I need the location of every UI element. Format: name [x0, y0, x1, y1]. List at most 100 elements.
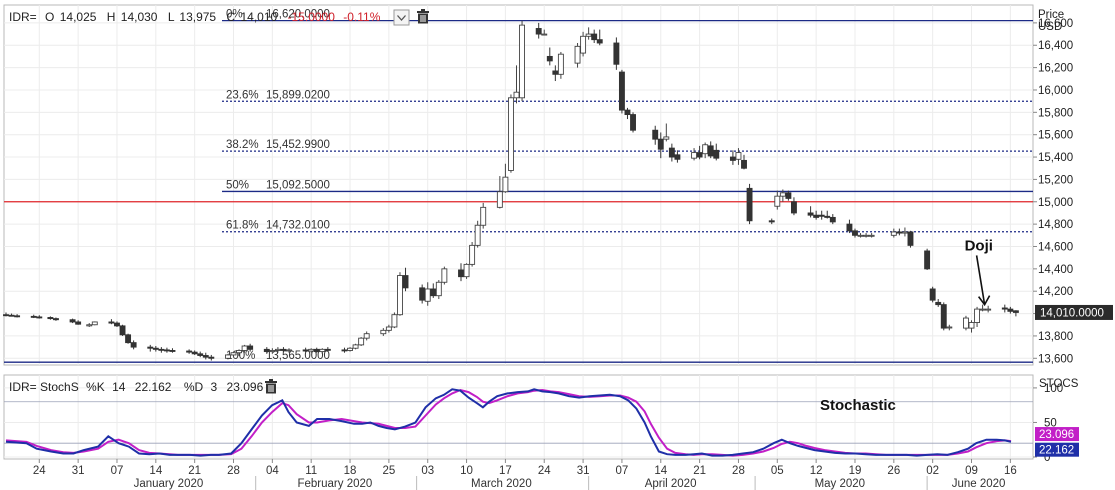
candle-body	[813, 214, 820, 218]
candle	[774, 190, 781, 210]
x-tick-label: 28	[732, 465, 745, 477]
x-tick-label: 03	[421, 465, 434, 477]
candle	[380, 328, 387, 336]
candle	[502, 163, 509, 193]
candle-body	[202, 355, 209, 358]
x-tick-label: 14	[654, 465, 667, 477]
trash-icon[interactable]	[417, 9, 429, 24]
d-value-badge: 23.096	[1035, 427, 1079, 442]
candle	[985, 305, 992, 313]
doji-arrow	[975, 255, 991, 307]
candle-body	[125, 334, 132, 344]
stochastic-grid	[4, 375, 1033, 459]
stochastic-tick-label: 50	[1044, 417, 1057, 429]
stochastic-trash-icon[interactable]	[265, 379, 277, 394]
candle	[119, 324, 126, 336]
candle-body	[707, 145, 714, 157]
candle-body	[940, 304, 947, 329]
candle-body	[513, 91, 520, 99]
candle-body	[3, 314, 9, 317]
candle	[36, 315, 43, 319]
price-tick-label: 15,200	[1038, 174, 1073, 186]
stochastic-tick-label: 100	[1044, 383, 1063, 395]
change-percent: -0.11%	[343, 10, 380, 24]
candle	[907, 230, 914, 248]
candle	[424, 282, 431, 306]
candle	[14, 314, 21, 318]
candle-body	[152, 347, 159, 350]
candle	[574, 43, 581, 68]
candle-body	[868, 234, 875, 237]
candle	[319, 348, 326, 354]
fib-percent-label: 50%	[226, 179, 249, 191]
price-tick-label: 15,000	[1038, 197, 1073, 209]
candle-body	[308, 348, 315, 352]
x-tick-label: 12	[810, 465, 823, 477]
candle	[979, 304, 986, 312]
candle-body	[186, 350, 193, 353]
fib-value-label: 15,899.0200	[266, 89, 330, 101]
dropdown-chevron-icon[interactable]	[393, 9, 410, 26]
candle	[946, 324, 953, 331]
price-panel-frame	[3, 4, 1034, 366]
candle	[308, 348, 315, 353]
price-tick-label: 13,600	[1038, 353, 1073, 365]
candle	[230, 351, 237, 358]
candle	[668, 143, 675, 162]
candle	[585, 27, 592, 40]
candle-body	[557, 53, 564, 75]
candle-body	[91, 321, 98, 326]
candle-body	[929, 288, 936, 301]
candle	[663, 123, 670, 142]
candle-body	[890, 231, 897, 236]
stochastic-axis: 0 50 100	[1033, 383, 1063, 464]
candle-body	[363, 333, 370, 339]
price-tick-label: 13,800	[1038, 331, 1073, 343]
candle-body	[75, 321, 82, 325]
candle	[474, 220, 481, 248]
d-value: 23.096	[227, 380, 264, 394]
candle	[75, 320, 82, 325]
candle-body	[935, 301, 942, 306]
candle-body	[402, 275, 409, 289]
candle-body	[36, 316, 43, 319]
candle	[247, 343, 254, 352]
candle	[652, 125, 659, 145]
x-tick-label: 04	[266, 465, 279, 477]
stochastic-header: IDR= StochS %K 14 22.162 %D 3 23.096	[9, 380, 264, 394]
low-label: L	[168, 10, 175, 24]
price-tick-label: 14,600	[1038, 241, 1073, 253]
price-tick-label: 14,400	[1038, 264, 1073, 276]
candle	[86, 323, 93, 327]
candle	[130, 340, 137, 350]
candle-body	[230, 352, 237, 356]
candle	[391, 312, 398, 329]
candle	[419, 284, 426, 304]
candle-body	[968, 322, 975, 329]
stochastic-indicator-name: IDR= StochS	[9, 380, 79, 394]
candle	[707, 141, 714, 159]
candle-body	[8, 314, 15, 317]
candle-body	[358, 337, 365, 346]
close-label: C	[226, 10, 235, 24]
candle-body	[624, 109, 631, 116]
candle	[785, 190, 792, 201]
low-value: 13,975	[179, 10, 216, 24]
fib-percent-label: 0%	[226, 9, 243, 21]
candle	[868, 233, 875, 238]
candle-body	[596, 39, 603, 44]
candle-body	[508, 97, 514, 171]
candle	[91, 321, 98, 326]
candle	[385, 324, 392, 333]
symbol: IDR=	[9, 10, 37, 24]
candle	[280, 347, 287, 353]
candle	[713, 143, 720, 161]
candle-body	[774, 195, 781, 207]
price-tick-label: 15,600	[1038, 130, 1073, 142]
price-tick-label: 14,200	[1038, 286, 1073, 298]
candle	[974, 306, 981, 327]
x-tick-label: 02	[926, 465, 939, 477]
candle-body	[852, 230, 858, 236]
candle	[968, 320, 975, 333]
